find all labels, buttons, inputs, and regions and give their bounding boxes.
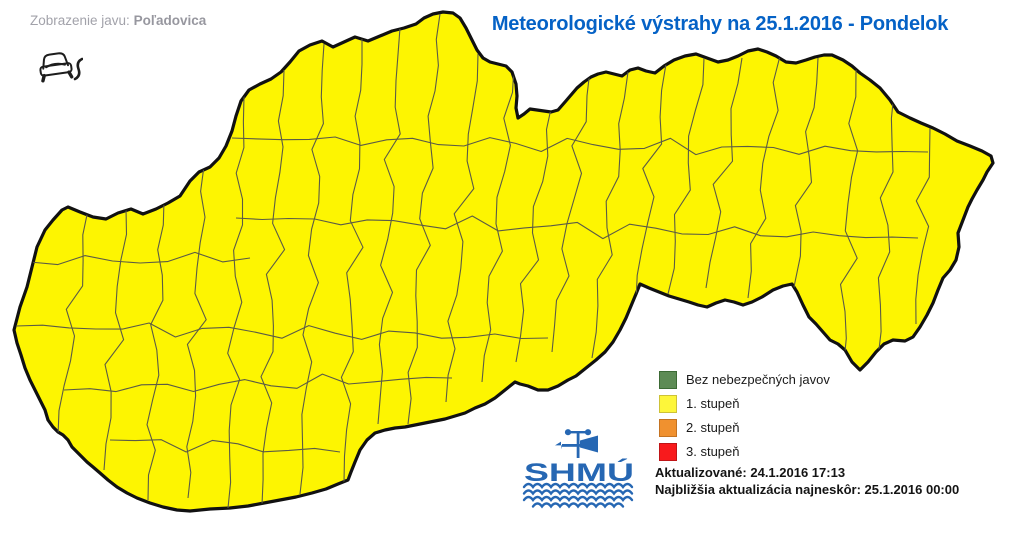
district-border-line [591,71,629,359]
car-skidding-icon[interactable] [33,46,83,86]
weather-vane-icon [555,429,598,458]
car-glyph [39,52,74,83]
phenomenon-value[interactable]: Poľadovica [133,13,207,28]
legend-label: Bez nebezpečných javov [686,372,830,387]
district-border-line [340,38,364,483]
phenomenon-selector: Zobrazenie javu: Poľadovica [30,13,206,28]
district-border-line [231,136,929,156]
district-border-line [186,165,207,499]
district-border-line [15,322,549,340]
district-border-line [377,27,401,425]
legend-swatch-green [659,370,677,389]
district-border-line [260,69,286,506]
district-border-line [789,57,819,331]
district-border-line [551,69,591,353]
legend-row-level3: 3. stupeň [659,442,830,461]
district-border-line [103,207,128,471]
district-border-line [915,127,931,325]
legend-label: 1. stupeň [686,396,740,411]
district-border-line [705,57,743,289]
district-borders [15,13,931,509]
district-border-line [839,69,859,393]
district-border-line [747,55,781,299]
district-border-line [29,251,251,266]
district-border-line [146,199,165,501]
legend-row-level1: 1. stupeň [659,394,830,413]
next-update-at: Najbližšia aktualizácia najneskôr: 25.1.… [655,481,960,497]
district-border-line [515,103,553,363]
district-border-line [445,53,479,403]
district-border-line [57,209,89,437]
district-border-line [299,43,325,495]
district-border-line [667,57,705,295]
legend-row-none: Bez nebezpečných javov [659,370,830,389]
updated-at: Aktualizované: 24.1.2016 17:13 [655,465,846,480]
district-border-line [407,13,441,425]
shmu-logo: SHMÚ [522,429,634,509]
district-border-line [227,95,245,509]
district-border-line [109,439,341,453]
district-border-line [63,373,453,393]
skid-mark-glyph [73,57,83,81]
legend-row-level2: 2. stupeň [659,418,830,437]
logo-text: SHMÚ [524,457,634,487]
district-border-line [635,63,667,303]
legend-swatch-yellow [659,394,677,413]
legend-swatch-red [659,442,677,461]
district-border-line [235,215,919,240]
phenomenon-label: Zobrazenie javu: [30,13,130,28]
legend-swatch-orange [659,418,677,437]
water-waves-icon [522,482,634,509]
warning-legend: Bez nebezpečných javov 1. stupeň 2. stup… [659,370,830,461]
page-title: Meteorologické výstrahy na 25.1.2016 - P… [491,13,949,35]
district-border-line [481,65,515,383]
update-info: Aktualizované: 24.1.2016 17:13 Najbližši… [655,465,959,498]
legend-label: 3. stupeň [686,444,740,459]
district-border-line [877,91,895,359]
legend-label: 2. stupeň [686,420,740,435]
